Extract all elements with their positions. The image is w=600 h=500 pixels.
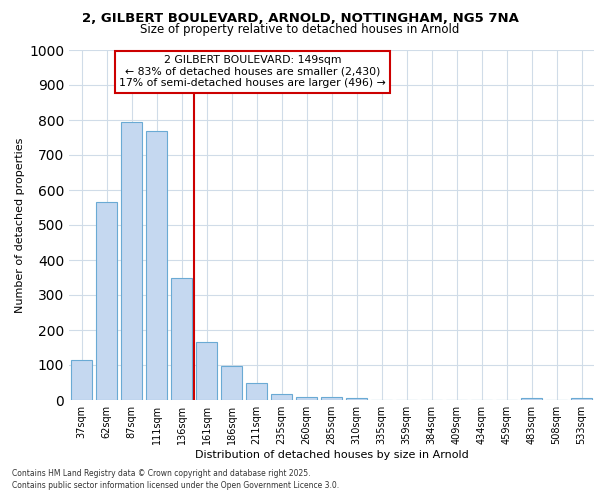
Bar	[246, 382, 267, 400]
Bar	[321, 396, 342, 400]
Text: Size of property relative to detached houses in Arnold: Size of property relative to detached ho…	[140, 22, 460, 36]
Bar	[346, 398, 367, 400]
Bar	[296, 396, 317, 400]
Bar	[571, 398, 592, 400]
Text: 2 GILBERT BOULEVARD: 149sqm
← 83% of detached houses are smaller (2,430)
17% of : 2 GILBERT BOULEVARD: 149sqm ← 83% of det…	[119, 56, 386, 88]
Bar	[96, 202, 117, 400]
Bar	[271, 394, 292, 400]
Bar	[146, 130, 167, 400]
Text: 2, GILBERT BOULEVARD, ARNOLD, NOTTINGHAM, NG5 7NA: 2, GILBERT BOULEVARD, ARNOLD, NOTTINGHAM…	[82, 12, 518, 26]
Bar	[196, 342, 217, 400]
Bar	[521, 398, 542, 400]
Text: Contains HM Land Registry data © Crown copyright and database right 2025.: Contains HM Land Registry data © Crown c…	[12, 468, 311, 477]
X-axis label: Distribution of detached houses by size in Arnold: Distribution of detached houses by size …	[194, 450, 469, 460]
Y-axis label: Number of detached properties: Number of detached properties	[15, 138, 25, 312]
Bar	[221, 366, 242, 400]
Bar	[71, 360, 92, 400]
Bar	[121, 122, 142, 400]
Text: Contains public sector information licensed under the Open Government Licence 3.: Contains public sector information licen…	[12, 481, 339, 490]
Bar	[171, 278, 192, 400]
